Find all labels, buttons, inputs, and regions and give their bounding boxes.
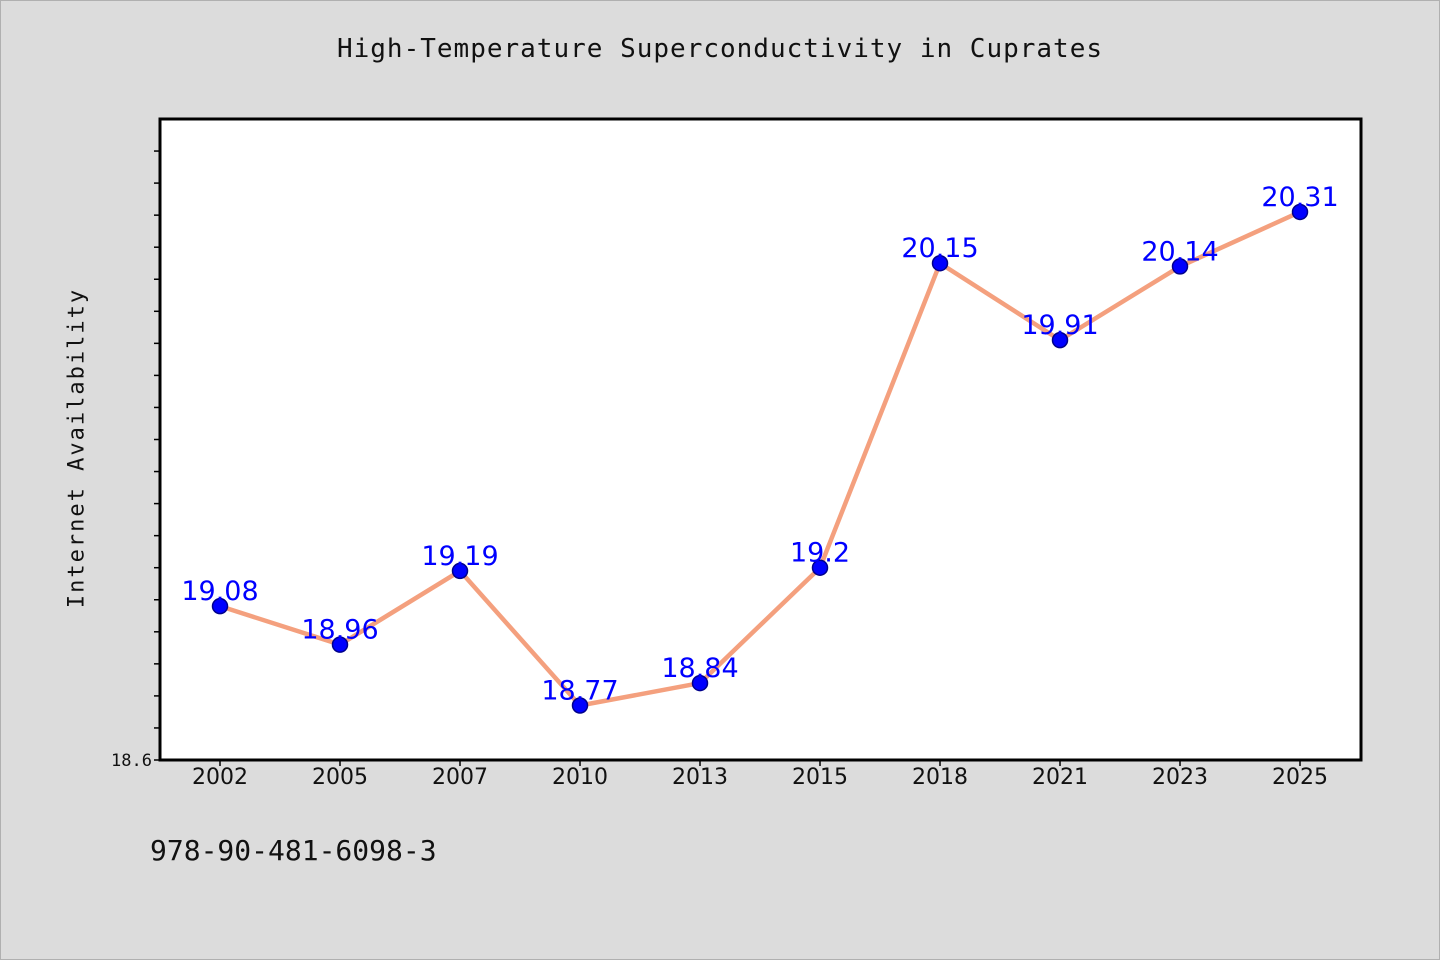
data-point <box>1291 203 1309 221</box>
data-label: 18.96 <box>301 615 378 646</box>
data-point <box>931 254 949 272</box>
footer-code: 978-90-481-6098-3 <box>150 834 437 867</box>
chart-title: High-Temperature Superconductivity in Cu… <box>336 34 1104 64</box>
data-label: 19.2 <box>790 538 850 569</box>
x-tick-label: 2005 <box>312 765 368 790</box>
series-line <box>219 209 1301 708</box>
x-tick-label: 2010 <box>552 765 608 790</box>
x-tick-label: 2013 <box>672 765 728 790</box>
data-label: 19.08 <box>181 576 258 607</box>
data-point <box>691 674 709 692</box>
data-point <box>451 562 469 580</box>
data-label: 19.19 <box>421 541 498 572</box>
data-label: 18.77 <box>541 676 618 707</box>
data-point <box>331 636 349 653</box>
x-tick-label: 2015 <box>792 765 848 790</box>
data-point <box>1051 331 1069 349</box>
plot-area <box>158 117 1363 762</box>
y-tick-label: 18.6 <box>111 751 152 771</box>
x-tick-label: 2023 <box>1152 765 1208 790</box>
x-tick-label: 2007 <box>432 765 488 790</box>
data-label: 19.91 <box>1021 310 1098 341</box>
data-point <box>571 697 589 714</box>
data-point <box>811 559 829 576</box>
data-label: 20.31 <box>1261 182 1338 213</box>
data-point <box>211 597 229 615</box>
x-tick-label: 2018 <box>912 765 968 790</box>
data-label: 18.84 <box>661 653 738 684</box>
x-tick-label: 2025 <box>1272 765 1328 790</box>
data-point <box>1171 258 1189 275</box>
data-label: 20.15 <box>901 233 978 264</box>
x-tick-label: 2021 <box>1032 765 1088 790</box>
data-label: 20.14 <box>1141 236 1218 267</box>
x-tick-label: 2002 <box>192 765 248 790</box>
